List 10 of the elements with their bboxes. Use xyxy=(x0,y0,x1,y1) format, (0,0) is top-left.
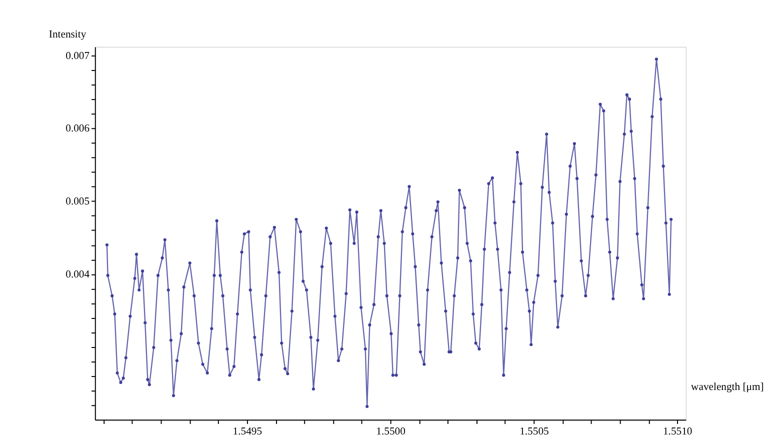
y-axis-title: Intensity xyxy=(48,30,87,41)
x-tick-label: 1.5510 xyxy=(662,426,692,438)
y-tick-label: 0.007 xyxy=(66,50,90,62)
y-tick-label: 0.004 xyxy=(66,269,90,280)
x-axis-title: wavelength [μm] xyxy=(691,382,764,394)
x-tick-label: 1.5500 xyxy=(376,426,406,438)
x-tick-label: 1.5505 xyxy=(520,426,549,438)
y-tick-label: 0.006 xyxy=(66,124,90,135)
x-tick-label: 1.5495 xyxy=(232,426,262,438)
y-tick-label: 0.005 xyxy=(66,196,90,208)
